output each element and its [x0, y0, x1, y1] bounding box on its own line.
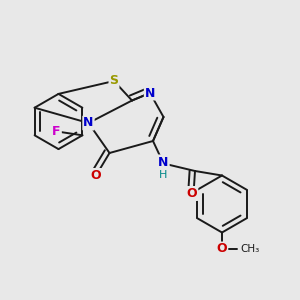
Text: S: S: [110, 74, 118, 88]
Text: CH₃: CH₃: [240, 244, 259, 254]
Text: F: F: [52, 125, 61, 138]
Text: O: O: [217, 242, 227, 256]
Text: N: N: [83, 116, 94, 130]
Text: N: N: [145, 86, 155, 100]
Text: O: O: [91, 169, 101, 182]
Text: N: N: [158, 155, 169, 169]
Text: H: H: [159, 170, 168, 180]
Text: O: O: [187, 187, 197, 200]
